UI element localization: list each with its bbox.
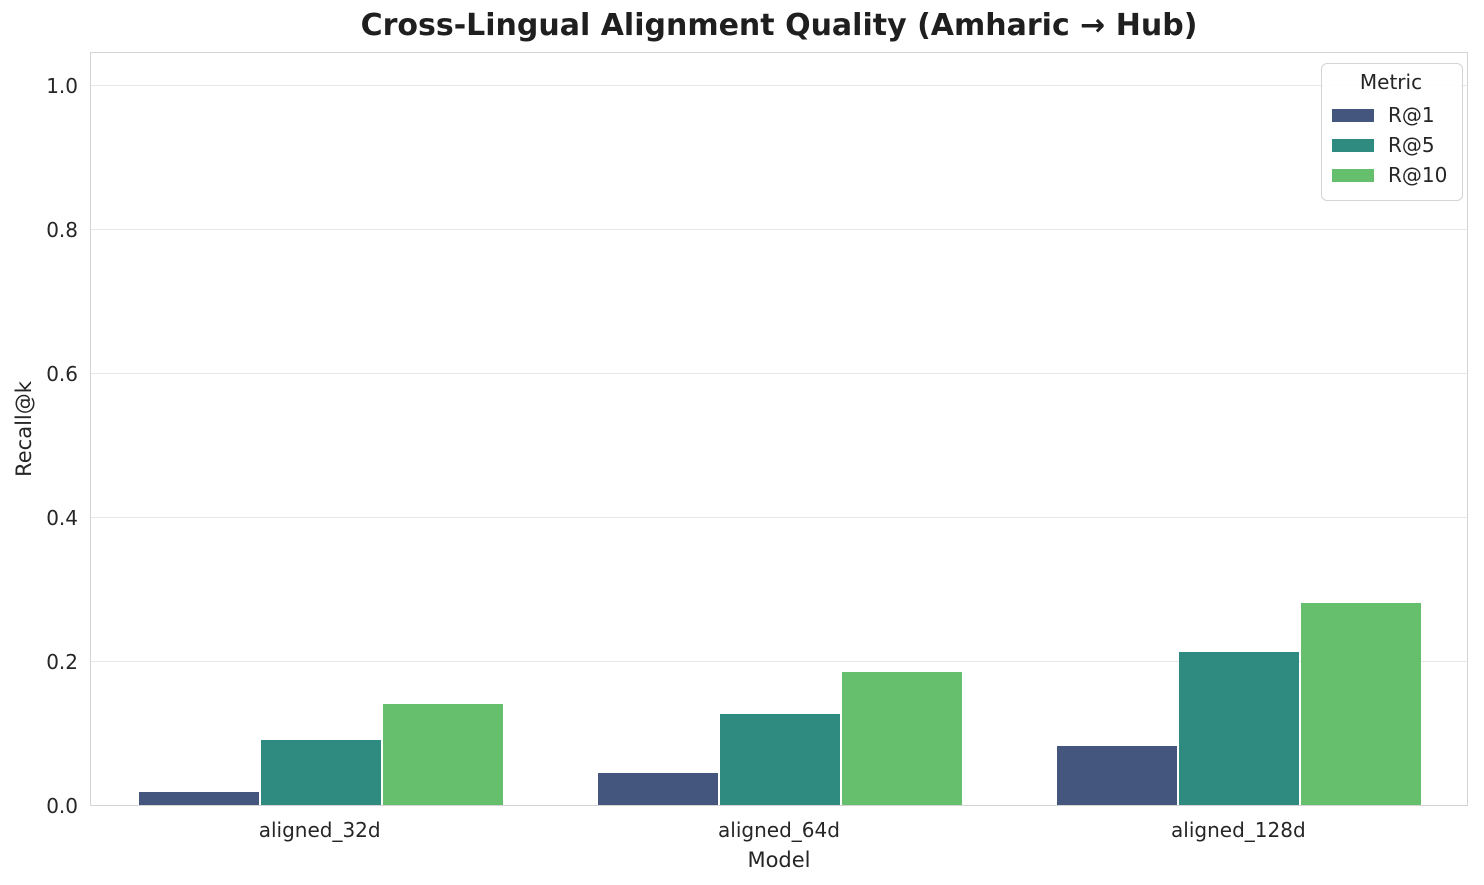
x-tick-label-aligned_32d: aligned_32d [258,818,381,842]
chart-title: Cross-Lingual Alignment Quality (Amharic… [360,8,1198,43]
y-tick-label-0.4: 0.4 [46,506,78,530]
bar-r10-aligned_32d [382,704,503,805]
legend-swatch-icon [1332,108,1374,122]
gridline-1.0 [91,85,1467,86]
bar-r10-aligned_64d [841,672,962,805]
legend-label: R@1 [1388,103,1435,127]
y-tick-label-0.0: 0.0 [46,794,78,818]
bar-r5-aligned_64d [719,714,840,805]
gridline-0.8 [91,229,1467,230]
x-axis-label: Model [747,848,811,872]
bar-r1-aligned_128d [1057,746,1178,805]
y-tick-label-1.0: 1.0 [46,74,78,98]
legend-swatch-icon [1332,168,1374,182]
bar-r5-aligned_32d [260,740,381,805]
legend-swatch-icon [1332,138,1374,152]
bar-group-aligned_32d [91,704,550,805]
x-tick-label-aligned_128d: aligned_128d [1171,818,1306,842]
plot-area [90,52,1468,806]
legend-label: R@5 [1388,133,1435,157]
bar-group-aligned_64d [550,672,1009,805]
legend-label: R@10 [1388,163,1448,187]
bar-r1-aligned_64d [597,773,718,805]
legend-item-r5: R@5 [1332,130,1450,160]
bar-group-aligned_128d [1010,603,1469,805]
y-tick-label-0.2: 0.2 [46,650,78,674]
bar-r10-aligned_128d [1301,603,1422,805]
gridline-0.2 [91,661,1467,662]
legend-item-r1: R@1 [1332,100,1450,130]
legend-items: R@1 R@5 R@10 [1332,100,1450,190]
y-tick-label-0.6: 0.6 [46,362,78,386]
legend: Metric R@1 R@5 R@10 [1321,63,1463,201]
legend-title: Metric [1359,70,1423,94]
bar-r1-aligned_32d [138,792,259,805]
y-axis-label: Recall@k [12,381,36,477]
gridline-0.4 [91,517,1467,518]
y-tick-label-0.8: 0.8 [46,218,78,242]
x-tick-label-aligned_64d: aligned_64d [718,818,840,842]
bar-r5-aligned_128d [1179,652,1300,805]
gridline-0.6 [91,373,1467,374]
legend-item-r10: R@10 [1332,160,1450,190]
